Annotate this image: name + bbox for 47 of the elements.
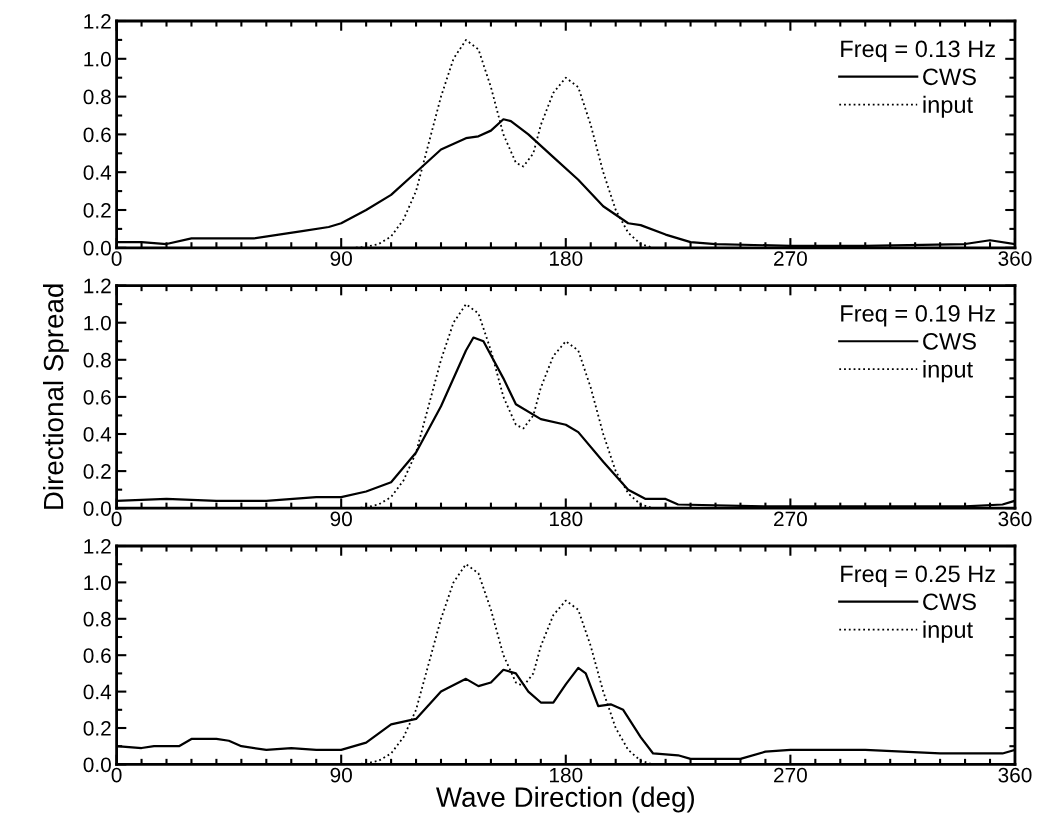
- y-tick-label: 0.2: [83, 721, 111, 736]
- x-tick-label: 0: [111, 767, 122, 783]
- x-tick-label: 90: [330, 251, 352, 266]
- y-tick-label: 0.6: [83, 389, 111, 405]
- x-tick-label: 360: [998, 767, 1032, 783]
- y-tick-label: 0.6: [83, 127, 111, 143]
- x-tick-label: 270: [774, 511, 807, 527]
- x-tick-label: 360: [998, 511, 1032, 527]
- y-tick-label: 0.4: [83, 684, 112, 700]
- y-tick-label: 0.0: [83, 501, 111, 516]
- x-tick-label: 90: [330, 511, 352, 527]
- legend-title: Freq = 0.19 Hz: [841, 305, 995, 327]
- legend-label: input: [923, 95, 973, 118]
- y-tick-label: 0.0: [83, 240, 111, 256]
- y-tick-label: 0.0: [83, 757, 111, 773]
- legend-title: Freq = 0.25 Hz: [841, 565, 995, 587]
- y-tick-label: 1.2: [84, 14, 111, 29]
- legend-label: CWS: [923, 68, 976, 86]
- x-tick-label: 180: [549, 767, 583, 783]
- x-tick-label: 270: [774, 251, 807, 266]
- x-tick-label: 0: [111, 511, 122, 527]
- y-tick-label: 0.8: [83, 611, 111, 627]
- x-tick-label: 180: [549, 511, 583, 527]
- y-tick-label: 0.8: [83, 352, 111, 368]
- x-tick-label: 0: [111, 251, 122, 266]
- x-tick-label: 90: [330, 767, 352, 783]
- legend-label: CWS: [923, 333, 976, 350]
- x-tick-label: 180: [549, 251, 583, 266]
- y-tick-label: 0.4: [83, 427, 112, 442]
- x-tick-label: 360: [998, 251, 1032, 266]
- y-tick-label: 1.2: [84, 539, 111, 554]
- y-tick-label: 1.0: [84, 315, 111, 331]
- y-tick-label: 1.2: [84, 278, 111, 294]
- x-tick-label: 270: [774, 767, 807, 783]
- y-tick-label: 0.2: [83, 203, 111, 218]
- legend-label: input: [923, 360, 973, 383]
- y-tick-label: 1.0: [84, 575, 111, 591]
- y-tick-label: 0.4: [83, 165, 112, 180]
- x-axis-title: Wave Direction (deg): [435, 786, 694, 813]
- y-tick-label: 1.0: [84, 51, 111, 67]
- legend-title: Freq = 0.13 Hz: [841, 40, 995, 62]
- y-tick-label: 0.8: [83, 89, 111, 105]
- legend-label: input: [923, 620, 973, 643]
- y-axis-title: Directional Spread: [42, 284, 69, 509]
- y-tick-label: 0.2: [83, 464, 111, 479]
- legend-label: CWS: [923, 593, 976, 611]
- y-tick-label: 0.6: [83, 648, 111, 663]
